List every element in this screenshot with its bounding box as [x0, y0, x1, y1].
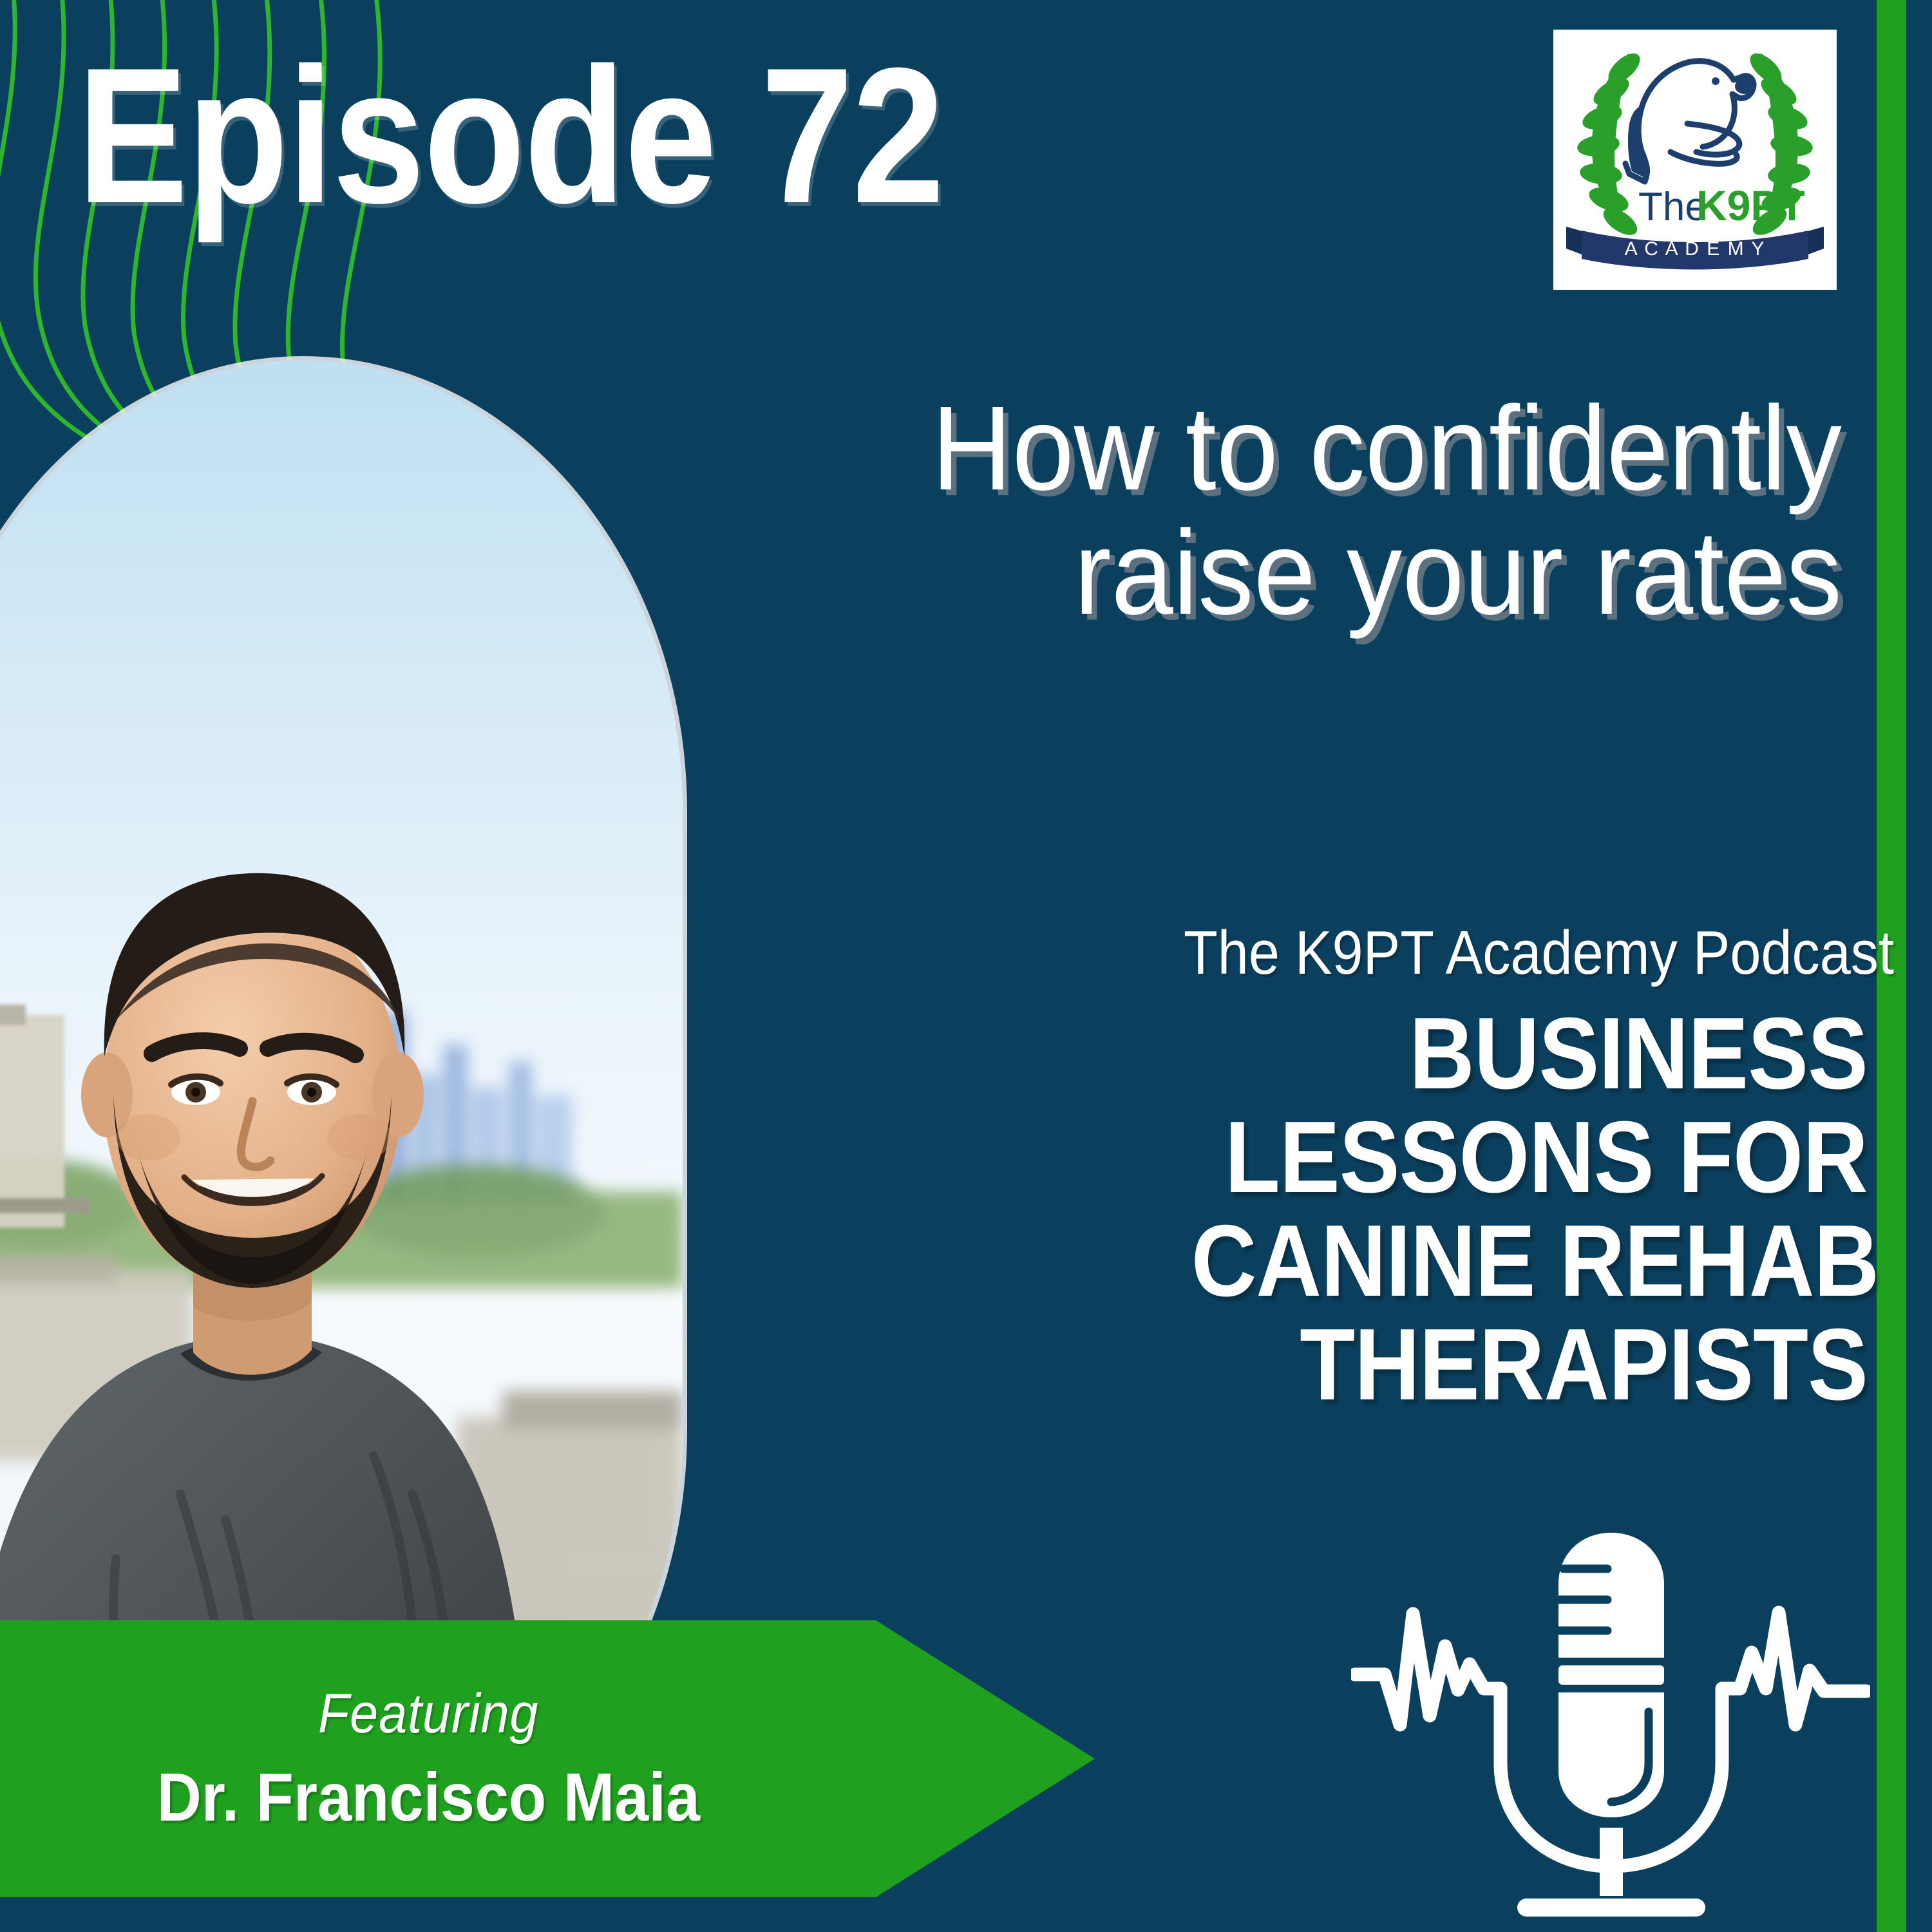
microphone-body: [1517, 1533, 1705, 1917]
podcast-subtitle-line-2: LESSONS FOR: [1224, 1101, 1868, 1215]
logo-ribbon-text: A C A D E M Y: [1625, 238, 1766, 260]
podcast-subtitle-line-1: BUSINESS: [1409, 997, 1868, 1110]
episode-title-line-2: raise your rates: [1074, 506, 1842, 640]
microphone-icon: [1351, 1531, 1870, 1932]
right-accent-bar: [1877, 0, 1906, 1932]
podcast-subtitle: BUSINESS LESSONS FOR CANINE REHAB THERAP…: [1191, 997, 1879, 1422]
episode-title-line-1: How to confidently: [931, 382, 1842, 515]
featuring-label: Featuring: [317, 1683, 539, 1745]
episode-number: Episode 72: [77, 27, 945, 243]
logo-word-k9pt: K9PT: [1696, 182, 1805, 229]
episode-title: How to confidently raise your rates: [716, 386, 1842, 636]
laurel-wreath-icon: [1577, 53, 1640, 235]
podcast-subtitle-line-4: THERAPISTS: [1300, 1308, 1868, 1422]
podcast-branding: The K9PT Academy Podcast BUSINESS LESSON…: [1108, 918, 1894, 1422]
logo-word-the: The: [1638, 185, 1707, 229]
k9pt-academy-logo: The K9PT A C A D E M Y: [1553, 30, 1837, 290]
podcast-subtitle-line-3: CANINE REHAB: [1191, 1204, 1879, 1318]
featuring-banner: Featuring Dr. Francisco Maia: [0, 1620, 1095, 1897]
ribbon-banner: [1566, 227, 1824, 270]
guest-name: Dr. Francisco Maia: [156, 1759, 700, 1835]
podcast-name: The K9PT Academy Podcast: [1184, 918, 1894, 987]
audio-waveform-icon: [1351, 1605, 1870, 1732]
